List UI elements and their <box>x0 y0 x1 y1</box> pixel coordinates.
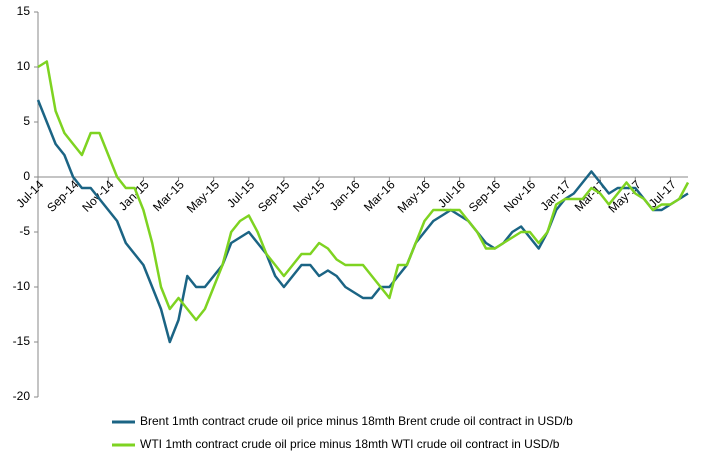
y-tick-label: -15 <box>13 334 31 348</box>
x-tick-label: Sep-14 <box>44 177 81 214</box>
y-tick-label: 10 <box>17 59 31 73</box>
legend-label: WTI 1mth contract crude oil price minus … <box>140 437 560 451</box>
x-tick-label: Nov-16 <box>501 177 538 214</box>
y-tick-label: -20 <box>13 389 31 403</box>
x-tick-label: May-16 <box>395 177 433 215</box>
series-line <box>36 99 689 344</box>
x-tick-label: Mar-16 <box>361 177 398 214</box>
x-tick-label: Jan-16 <box>327 177 363 213</box>
y-tick-label: -5 <box>19 224 30 238</box>
y-tick-label: 0 <box>23 169 30 183</box>
x-tick-label: Jul-16 <box>435 177 468 210</box>
x-tick-label: Sep-15 <box>255 177 292 214</box>
series-line <box>37 60 690 322</box>
x-tick-label: Sep-16 <box>466 177 503 214</box>
y-tick-label: 5 <box>23 114 30 128</box>
legend-label: Brent 1mth contract crude oil price minu… <box>140 414 573 428</box>
x-tick-label: May-15 <box>184 177 222 215</box>
y-tick-label: 15 <box>17 4 31 18</box>
x-tick-label: Nov-15 <box>290 177 327 214</box>
x-tick-label: Mar-15 <box>150 177 187 214</box>
y-tick-label: -10 <box>13 279 31 293</box>
x-tick-label: Jul-15 <box>224 177 257 210</box>
